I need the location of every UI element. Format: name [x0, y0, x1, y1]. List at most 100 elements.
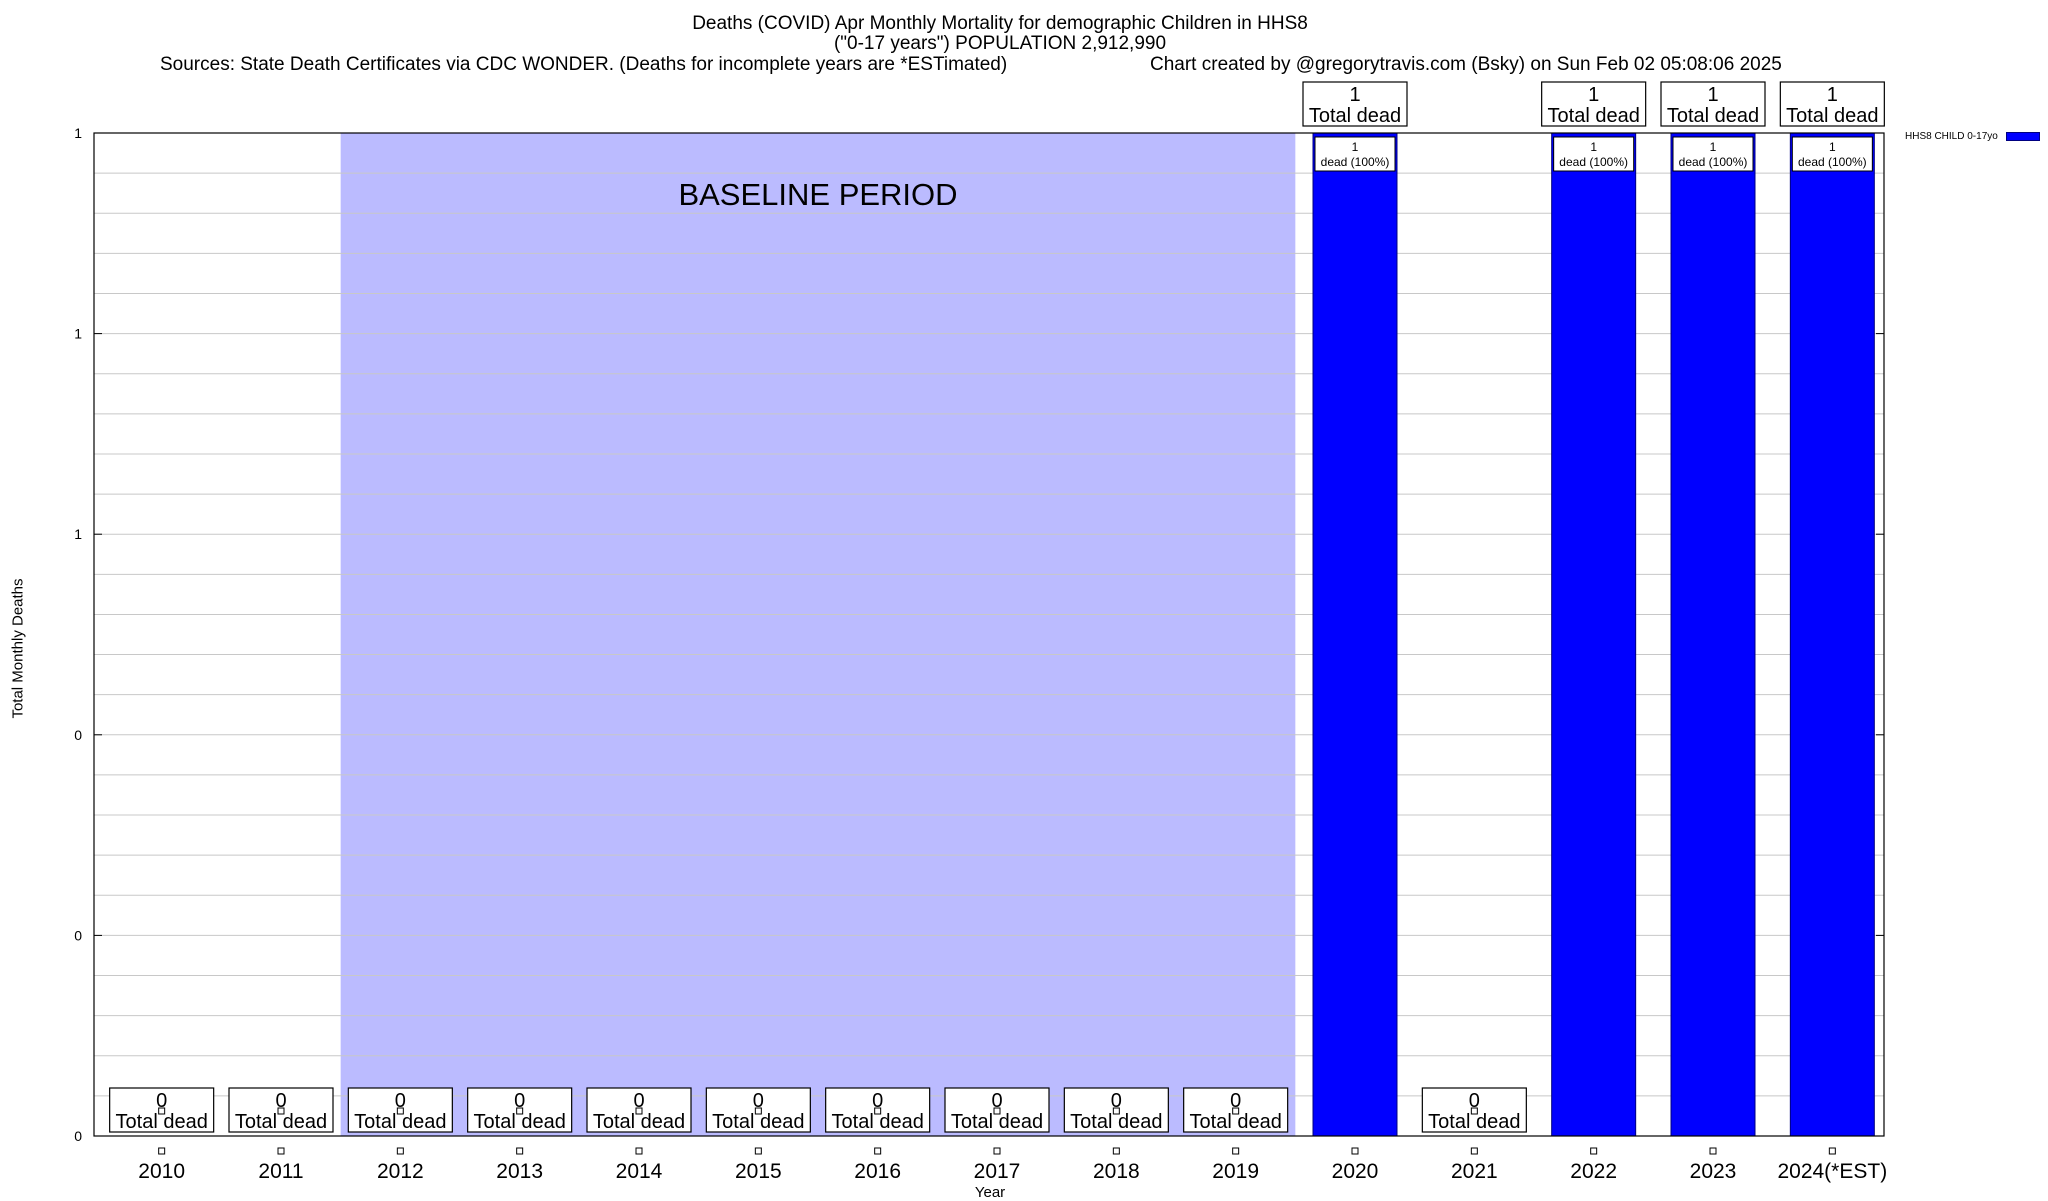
x-tick-marker: [1590, 1147, 1598, 1155]
x-tick-label: 2011: [258, 1160, 303, 1183]
x-tick-label: 2019: [1212, 1160, 1259, 1183]
bar-label-text: dead (100%): [1321, 155, 1390, 169]
total-label-text: Total dead: [951, 1111, 1043, 1133]
total-label-box: [1541, 81, 1647, 127]
total-label-value: 0: [156, 1090, 167, 1112]
total-label-box: [1421, 1087, 1527, 1133]
total-label-value: 0: [1111, 1090, 1122, 1112]
bar-label-value: 1: [1710, 140, 1717, 154]
x-tick-label: 2020: [1332, 1160, 1379, 1183]
bar-label-box: [1553, 136, 1635, 172]
legend-label: HHS8 CHILD 0-17yo: [1905, 131, 1998, 142]
y-tick-label: 1: [74, 326, 82, 342]
bar-label-value: 1: [1590, 140, 1597, 154]
zero-marker: [635, 1107, 643, 1115]
x-tick-label: 2017: [974, 1160, 1021, 1183]
total-label-text: Total dead: [832, 1111, 924, 1133]
total-label-box: [586, 1087, 692, 1133]
bar-label-text: dead (100%): [1559, 155, 1628, 169]
zero-marker: [516, 1107, 524, 1115]
zero-marker: [993, 1107, 1001, 1115]
total-label-value: 0: [991, 1090, 1002, 1112]
total-label-value: 0: [395, 1090, 406, 1112]
total-label-text: Total dead: [1428, 1111, 1520, 1133]
total-label-box: [1779, 81, 1885, 127]
x-tick-label: 2016: [854, 1160, 901, 1183]
total-label-box: [1183, 1087, 1289, 1133]
x-tick-marker: [1709, 1147, 1717, 1155]
x-tick-label: 2018: [1093, 1160, 1140, 1183]
bar-label-value: 1: [1352, 140, 1359, 154]
total-label-text: Total dead: [474, 1111, 566, 1133]
x-tick-marker: [874, 1147, 882, 1155]
x-tick-marker: [635, 1147, 643, 1155]
x-tick-label: 2015: [735, 1160, 782, 1183]
bar-label-box: [1672, 136, 1754, 172]
total-label-box: [228, 1087, 334, 1133]
x-axis-label: Year: [974, 1184, 1006, 1201]
x-tick-label: 2022: [1570, 1160, 1617, 1183]
chart-subtitle: ("0-17 years") POPULATION 2,912,990: [833, 33, 1167, 54]
x-tick-marker: [1112, 1147, 1120, 1155]
x-tick-label: 2010: [138, 1160, 185, 1183]
total-label-value: 1: [1827, 84, 1838, 106]
bar: [1312, 132, 1398, 1137]
x-tick-label: 2013: [496, 1160, 543, 1183]
baseline-label: BASELINE PERIOD: [678, 177, 957, 212]
total-label-box: [705, 1087, 811, 1133]
bar-label-text: dead (100%): [1798, 155, 1867, 169]
total-label-box: [1660, 81, 1766, 127]
x-tick-label: 2024(*EST): [1777, 1160, 1887, 1183]
y-tick-label: 1: [74, 526, 82, 542]
x-tick-marker: [1470, 1147, 1478, 1155]
zero-marker: [1232, 1107, 1240, 1115]
x-tick-marker: [158, 1147, 166, 1155]
total-label-text: Total dead: [712, 1111, 804, 1133]
x-tick-label: 2014: [616, 1160, 663, 1183]
total-label-box: [944, 1087, 1050, 1133]
chart-title: Deaths (COVID) Apr Monthly Mortality for…: [692, 13, 1308, 34]
total-label-text: Total dead: [235, 1111, 327, 1133]
zero-marker: [158, 1107, 166, 1115]
total-label-box: [347, 1087, 453, 1133]
bar-label-text: dead (100%): [1679, 155, 1748, 169]
x-tick-marker: [1828, 1147, 1836, 1155]
bar-label-box: [1314, 136, 1396, 172]
bar-label-box: [1791, 136, 1873, 172]
zero-marker: [1470, 1107, 1478, 1115]
x-tick-label: 2023: [1690, 1160, 1737, 1183]
chart-credit: Chart created by @gregorytravis.com (Bsk…: [1150, 54, 1782, 75]
total-label-text: Total dead: [1786, 105, 1878, 127]
total-label-value: 0: [1469, 1090, 1480, 1112]
x-tick-marker: [396, 1147, 404, 1155]
x-tick-marker: [277, 1147, 285, 1155]
zero-marker: [396, 1107, 404, 1115]
zero-marker: [277, 1107, 285, 1115]
baseline-region: [340, 133, 1296, 1136]
total-label-box: [825, 1087, 931, 1133]
legend: HHS8 CHILD 0-17yo: [1905, 131, 2040, 142]
total-label-box: [1302, 81, 1408, 127]
total-label-box: [467, 1087, 573, 1133]
total-label-box: [1063, 1087, 1169, 1133]
total-label-value: 1: [1707, 84, 1718, 106]
x-tick-marker: [1351, 1147, 1359, 1155]
x-tick-label: 2012: [377, 1160, 424, 1183]
total-label-value: 1: [1349, 84, 1360, 106]
total-label-value: 0: [753, 1090, 764, 1112]
x-tick-marker: [516, 1147, 524, 1155]
y-tick-label: 1: [74, 125, 82, 141]
total-label-text: Total dead: [593, 1111, 685, 1133]
total-label-value: 0: [872, 1090, 883, 1112]
total-label-value: 0: [633, 1090, 644, 1112]
total-label-text: Total dead: [1190, 1111, 1282, 1133]
zero-marker: [874, 1107, 882, 1115]
sources-note: Sources: State Death Certificates via CD…: [160, 54, 1008, 75]
x-tick-marker: [754, 1147, 762, 1155]
bar: [1670, 132, 1756, 1137]
total-label-value: 0: [514, 1090, 525, 1112]
total-label-text: Total dead: [1548, 105, 1640, 127]
bar-label-value: 1: [1829, 140, 1836, 154]
legend-swatch: [2005, 132, 2040, 141]
total-label-value: 0: [1230, 1090, 1241, 1112]
